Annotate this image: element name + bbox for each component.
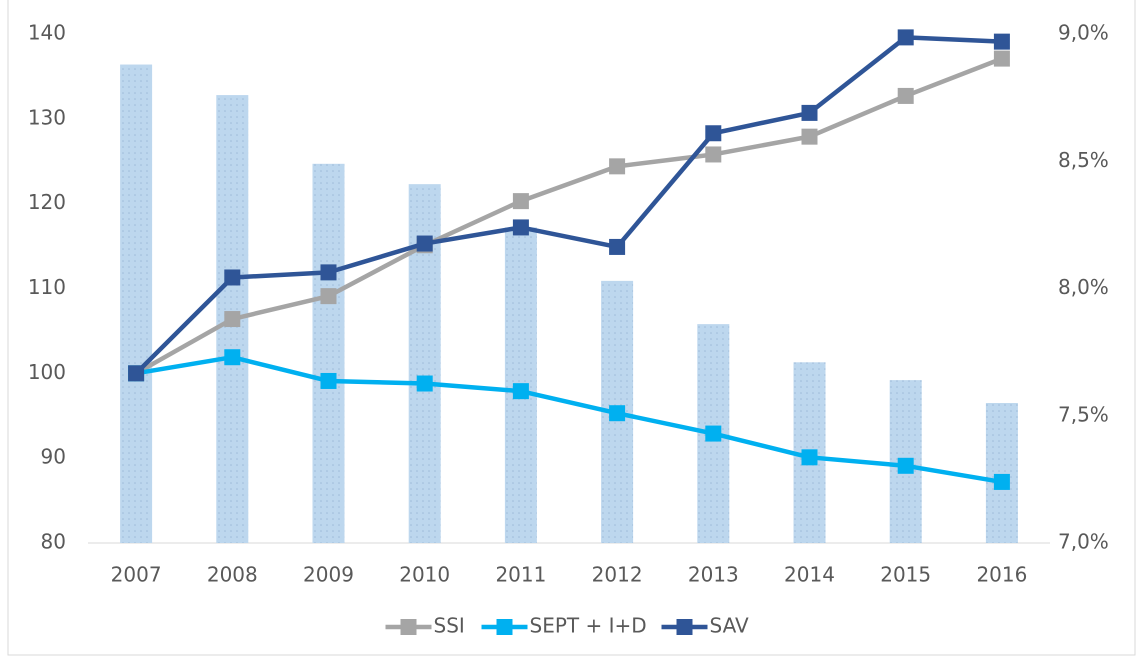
marker [416,235,433,252]
y-tick-label: 80 [41,530,66,554]
line [135,354,1003,485]
legend-label: SSI [434,614,465,638]
y2-tick-label: 7,5% [1058,402,1109,426]
marker [320,288,337,305]
marker [993,50,1010,67]
marker [993,473,1010,490]
x-tick-label: 2014 [784,563,835,587]
marker [993,33,1010,50]
x-tick-label: 2007 [111,563,162,587]
marker [705,425,722,442]
y-tick-label: 120 [28,190,66,214]
x-tick-label: 2012 [592,563,643,587]
marker [320,264,337,281]
x-tick-label: 2016 [976,563,1027,587]
x-tick-label: 2009 [303,563,354,587]
line [134,56,1003,376]
legend-marker [400,619,417,635]
legend-label: SEPT + I+D [530,614,647,638]
marker [128,365,145,382]
x-tick-label: 2008 [207,563,258,587]
marker [416,375,433,392]
bar [312,163,345,544]
marker [224,311,241,328]
marker [801,104,818,121]
y-tick-label: 90 [41,445,66,469]
legend-label: SAV [710,614,749,638]
chart-border [7,0,1136,656]
marker [897,457,914,474]
y2-tick-label: 9,0% [1058,21,1109,45]
y-tick-label: 130 [28,105,66,129]
marker [224,269,241,286]
marker [609,405,626,422]
y2-tick-label: 8,0% [1058,275,1109,299]
marker [897,87,914,104]
y-tick-label: 110 [28,275,66,299]
x-tick-label: 2011 [495,563,546,587]
y-tick-label: 140 [28,21,66,45]
marker [801,128,818,145]
x-tick-label: 2015 [880,563,931,587]
legend-marker [496,619,513,635]
legend-marker [676,619,693,635]
line [134,35,1002,375]
marker [705,146,722,163]
y-tick-label: 100 [28,360,66,384]
marker [512,383,529,400]
marker [801,449,818,466]
marker [897,29,914,46]
marker [224,349,241,366]
marker [512,219,529,236]
marker [320,372,337,389]
marker [705,125,722,142]
bar [985,403,1018,543]
bar [120,64,153,543]
y2-tick-label: 7,0% [1058,530,1109,554]
marker [609,158,626,175]
marker [609,238,626,255]
y2-tick-label: 8,5% [1058,148,1109,172]
x-tick-label: 2013 [688,563,739,587]
marker [512,193,529,210]
x-tick-label: 2010 [399,563,450,587]
